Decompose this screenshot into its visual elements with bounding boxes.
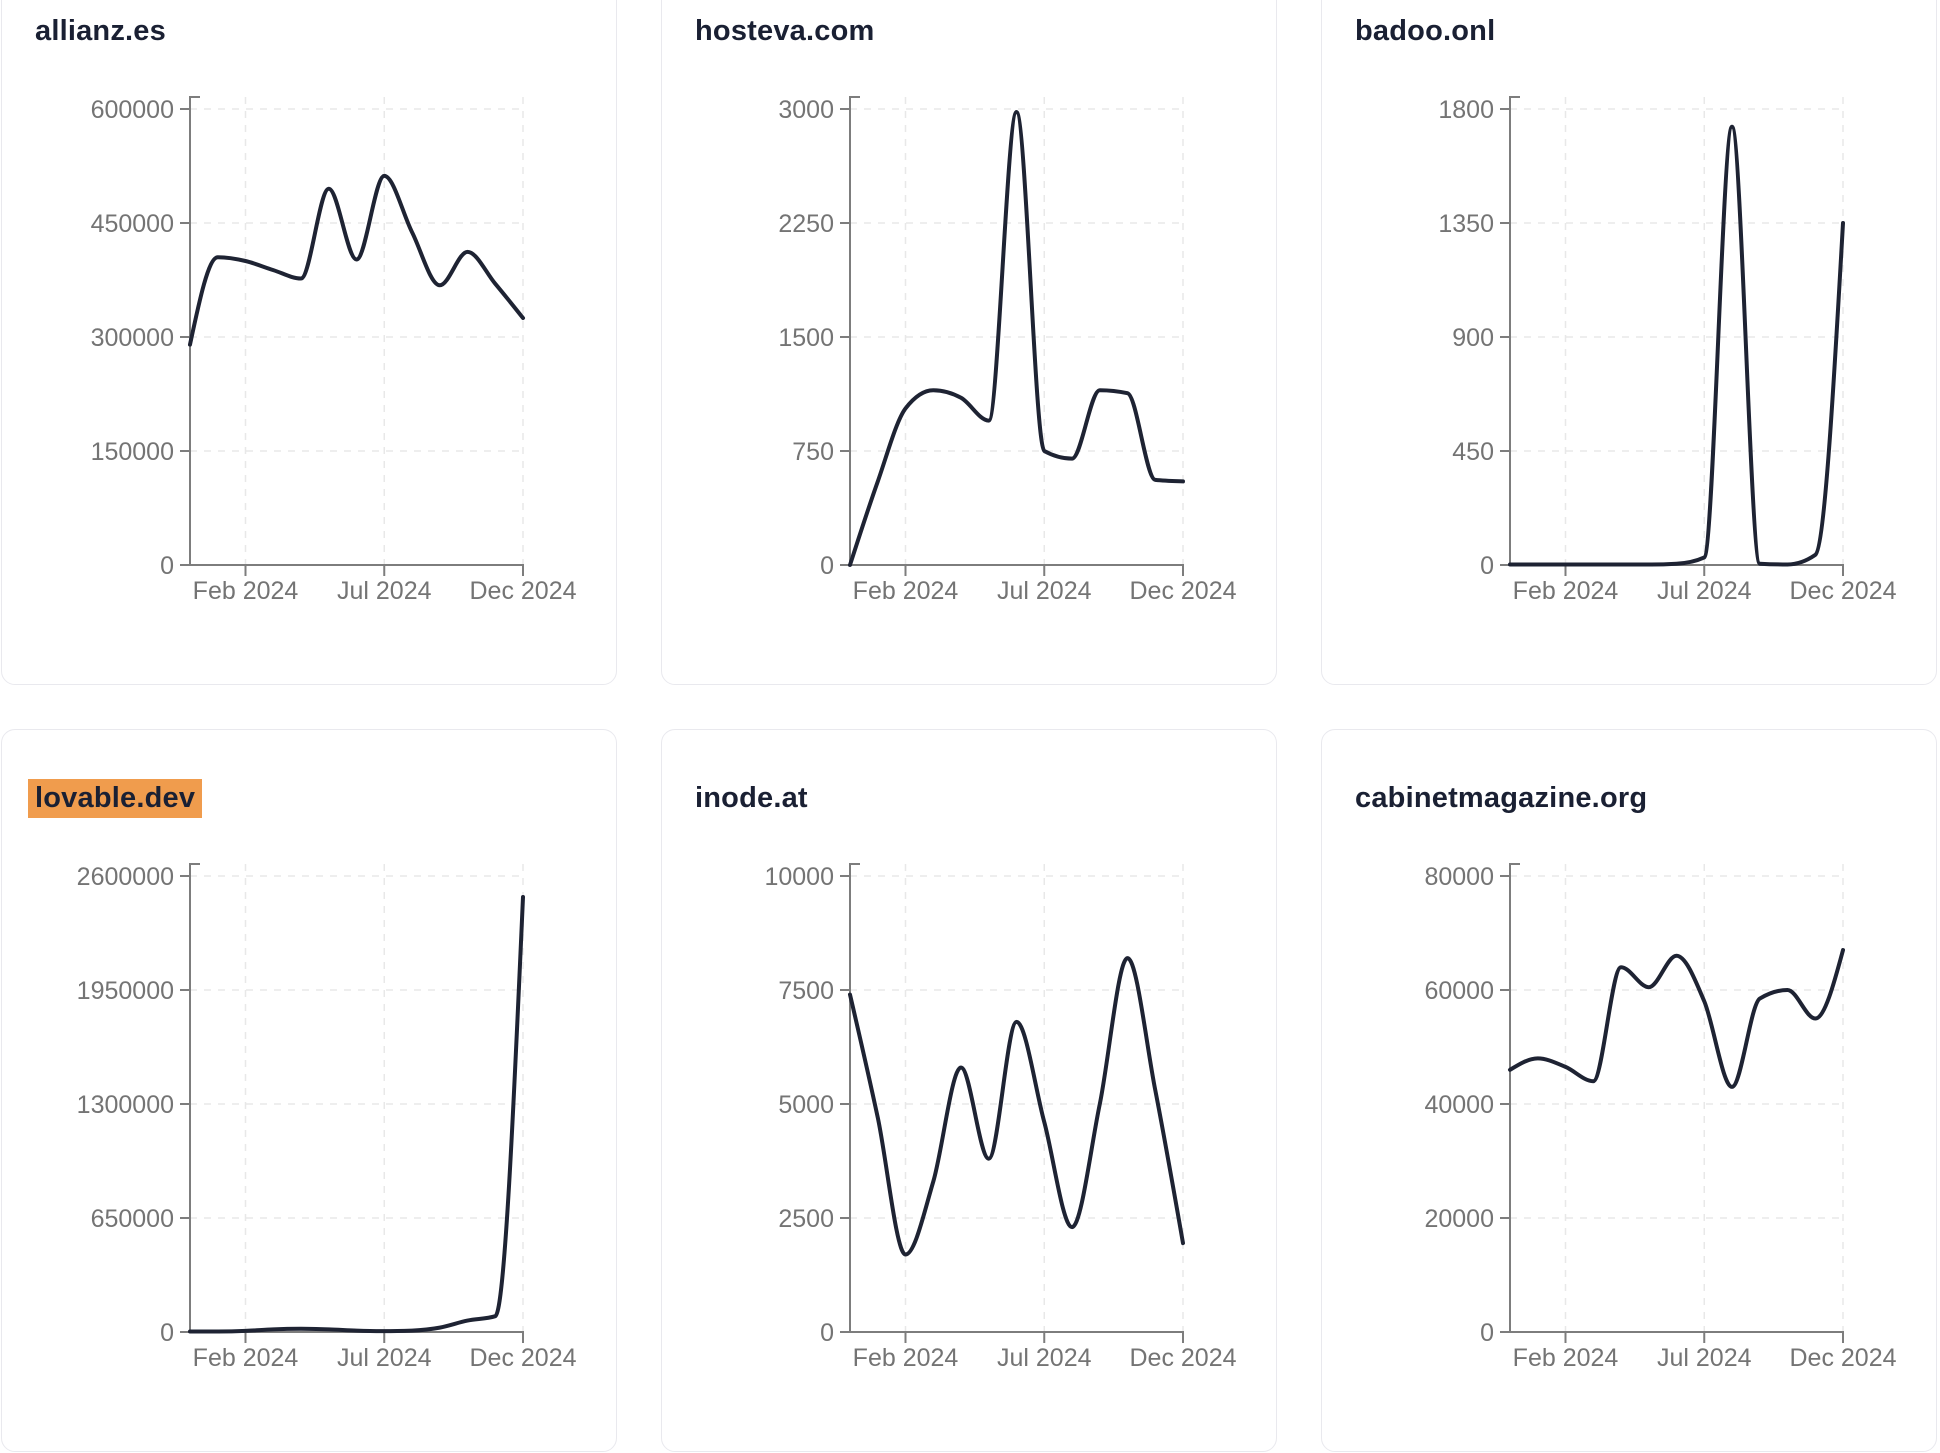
svg-text:10000: 10000 (764, 863, 834, 891)
svg-text:Jul 2024: Jul 2024 (997, 1344, 1092, 1372)
svg-text:0: 0 (820, 1319, 834, 1347)
traffic-chart: 0 20000 40000 60000 80000 Feb 2024 Jul 2024 Dec… (1424, 863, 1897, 1372)
traffic-chart: 0 450 900 1350 1800 Feb 2024 Jul 2024 Dec 2024 (1438, 96, 1897, 605)
domain-card[interactable]: lovable.dev 0 650000 1300000 1950000 2600000… (1, 729, 617, 1452)
domain-card[interactable]: cabinetmagazine.org 0 20000 40000 60000 8000… (1321, 729, 1937, 1452)
svg-text:Feb 2024: Feb 2024 (853, 1344, 959, 1372)
svg-text:Feb 2024: Feb 2024 (1513, 577, 1619, 605)
svg-text:40000: 40000 (1424, 1091, 1494, 1119)
svg-text:0: 0 (1480, 1319, 1494, 1347)
svg-text:2250: 2250 (778, 210, 834, 238)
svg-text:Dec 2024: Dec 2024 (1129, 1344, 1236, 1372)
svg-text:Dec 2024: Dec 2024 (1789, 1344, 1896, 1372)
traffic-chart: 0 2500 5000 7500 10000 Feb 2024 Jul 2024 Dec 20… (764, 863, 1237, 1372)
svg-text:Dec 2024: Dec 2024 (1789, 577, 1896, 605)
svg-text:5000: 5000 (778, 1091, 834, 1119)
svg-text:0: 0 (1480, 552, 1494, 580)
domain-card[interactable]: inode.at 0 2500 5000 7500 10000 Feb 2024 Jul 2… (661, 729, 1277, 1452)
svg-text:Dec 2024: Dec 2024 (1129, 577, 1236, 605)
domain-card[interactable]: badoo.onl 0 450 900 1350 1800 Feb 2024 Jul 202… (1321, 0, 1937, 685)
svg-text:450000: 450000 (91, 210, 174, 238)
svg-text:Jul 2024: Jul 2024 (337, 1344, 432, 1372)
svg-text:80000: 80000 (1424, 863, 1494, 891)
svg-text:0: 0 (160, 552, 174, 580)
svg-text:2500: 2500 (778, 1205, 834, 1233)
svg-text:1300000: 1300000 (77, 1091, 174, 1119)
svg-text:450: 450 (1452, 438, 1494, 466)
svg-text:650000: 650000 (91, 1205, 174, 1233)
svg-text:Feb 2024: Feb 2024 (193, 1344, 299, 1372)
svg-text:Jul 2024: Jul 2024 (1657, 1344, 1752, 1372)
svg-text:Dec 2024: Dec 2024 (469, 577, 576, 605)
traffic-chart: 0 150000 300000 450000 600000 Feb 2024 Jul 202… (91, 96, 577, 605)
domain-title: cabinetmagazine.org (1355, 782, 1648, 814)
domain-title: inode.at (695, 782, 808, 814)
domain-title: hosteva.com (695, 15, 875, 47)
svg-text:Dec 2024: Dec 2024 (469, 1344, 576, 1372)
svg-text:1350: 1350 (1438, 210, 1494, 238)
svg-text:1950000: 1950000 (77, 977, 174, 1005)
svg-text:Feb 2024: Feb 2024 (1513, 1344, 1619, 1372)
traffic-chart: 0 650000 1300000 1950000 2600000 Feb 2024 Jul … (77, 863, 577, 1372)
svg-text:Feb 2024: Feb 2024 (853, 577, 959, 605)
traffic-chart: 0 750 1500 2250 3000 Feb 2024 Jul 2024 Dec 2024 (778, 96, 1237, 605)
svg-text:0: 0 (160, 1319, 174, 1347)
domain-title: badoo.onl (1355, 15, 1496, 47)
svg-text:7500: 7500 (778, 977, 834, 1005)
svg-text:300000: 300000 (91, 324, 174, 352)
svg-text:150000: 150000 (91, 438, 174, 466)
svg-text:2600000: 2600000 (77, 863, 174, 891)
svg-text:60000: 60000 (1424, 977, 1494, 1005)
svg-text:20000: 20000 (1424, 1205, 1494, 1233)
svg-text:1800: 1800 (1438, 96, 1494, 124)
svg-text:600000: 600000 (91, 96, 174, 124)
domain-card[interactable]: allianz.es 0 150000 300000 450000 600000 Feb … (1, 0, 617, 685)
domain-card[interactable]: hosteva.com 0 750 1500 2250 3000 Feb 2024 Jul … (661, 0, 1277, 685)
svg-text:Feb 2024: Feb 2024 (193, 577, 299, 605)
svg-text:Jul 2024: Jul 2024 (337, 577, 432, 605)
svg-text:Jul 2024: Jul 2024 (1657, 577, 1752, 605)
svg-text:0: 0 (820, 552, 834, 580)
domain-title: lovable.dev (28, 779, 203, 818)
svg-text:750: 750 (792, 438, 834, 466)
svg-text:3000: 3000 (778, 96, 834, 124)
svg-text:1500: 1500 (778, 324, 834, 352)
svg-text:Jul 2024: Jul 2024 (997, 577, 1092, 605)
svg-text:900: 900 (1452, 324, 1494, 352)
domain-title: allianz.es (35, 15, 166, 47)
